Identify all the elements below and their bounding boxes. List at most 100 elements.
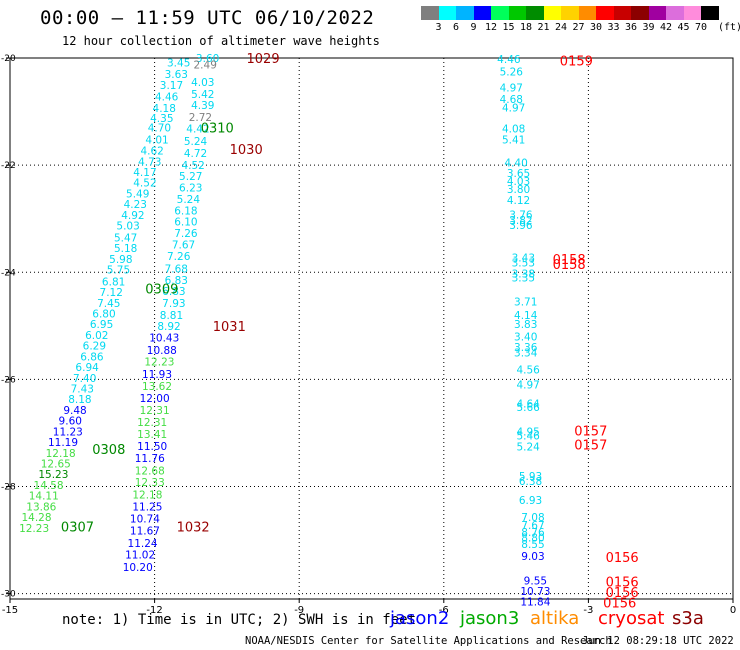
plot-frame: [9, 57, 734, 600]
wave-height-value: 8.92: [157, 321, 180, 333]
wave-height-value: 4.62: [140, 146, 163, 158]
wave-height-value: 6.10: [174, 216, 197, 228]
wave-height-value: 8.80: [521, 532, 544, 544]
wave-height-value: 4.40: [504, 157, 527, 169]
color-scale-labels: 3 6 9 12 15 18 21 24 27 30 33 36 39 42 45 70: [421, 22, 740, 36]
legend-label: 45: [677, 22, 690, 33]
footer-note: note: 1) Time is in UTC; 2) SWH is in fe…: [62, 612, 417, 628]
wave-height-value: 8.76: [521, 527, 545, 539]
x-tick-label: -15: [2, 605, 18, 616]
satellite-altika: altika: [530, 608, 580, 629]
legend-label: 27: [572, 22, 585, 33]
wave-height-value: 5.27: [179, 171, 202, 183]
wave-height-value: 7.43: [71, 383, 94, 395]
legend-label: 42: [659, 22, 673, 33]
wave-height-value: 7.45: [97, 298, 120, 310]
wave-height-value: 5.41: [502, 134, 525, 146]
wave-height-value: 7.40: [73, 373, 96, 385]
legend-label: 33: [607, 22, 620, 33]
legend-swatch: [683, 6, 701, 20]
wave-height-value: 3.80: [507, 184, 530, 196]
wave-height-value: 8.81: [160, 310, 183, 322]
pass-time-label: 0157: [574, 439, 607, 454]
legend-label: 12: [484, 22, 498, 33]
wave-height-value: 5.24: [184, 136, 208, 148]
legend-label: 18: [519, 22, 533, 33]
legend-swatch: [631, 6, 649, 20]
pass-time-label: 0156: [606, 551, 639, 566]
wave-height-value: 6.38: [519, 476, 542, 488]
legend-swatch: [701, 6, 719, 20]
wave-height-value: 3.82: [509, 215, 532, 227]
wave-height-value: 4.17: [133, 167, 156, 179]
wave-height-value: 11.23: [53, 426, 83, 438]
legend-label: 3: [435, 22, 442, 33]
wave-height-value: 4.52: [133, 177, 156, 189]
wave-height-value: 8.18: [68, 394, 91, 406]
wave-height-value: 10.20: [123, 562, 153, 574]
y-tick-label: -22: [1, 161, 16, 171]
wave-height-value: 3.43: [512, 252, 535, 264]
legend-swatch: [561, 6, 579, 20]
legend-label: 30: [589, 22, 603, 33]
satellite-cryosat: cryosat: [598, 608, 665, 629]
wave-height-value: 6.86: [80, 351, 104, 363]
pass-time-label: 1030: [230, 143, 263, 158]
legend-unit: (ft): [718, 22, 740, 33]
y-tick-label: -20: [1, 54, 16, 64]
wave-height-value: 12.65: [41, 458, 71, 470]
wave-height-value: 5.42: [191, 89, 214, 101]
pass-time-label: 0156: [603, 597, 636, 612]
wave-height-value: 5.66: [516, 402, 540, 414]
legend-label: 70: [694, 22, 708, 33]
legend-swatch: [438, 6, 456, 20]
pass-time-label: 1029: [247, 52, 280, 67]
pass-time-label: 0156: [606, 575, 639, 590]
wave-height-value: 6.81: [102, 276, 125, 288]
legend-swatch: [578, 6, 596, 20]
wave-height-value: 12.68: [135, 465, 165, 477]
wave-height-value: 11.76: [135, 453, 165, 465]
wave-height-value: 11.84: [520, 597, 550, 609]
wave-height-value: 9.03: [521, 551, 544, 563]
wave-height-value: 3.53: [512, 258, 535, 270]
legend-label: 39: [642, 22, 655, 33]
pass-time-label: 0156: [606, 586, 639, 601]
wave-height-value: 12.18: [132, 490, 162, 502]
wave-height-value: 14.28: [21, 512, 51, 524]
wave-height-value: 4.70: [148, 123, 171, 135]
wave-height-value: 11.50: [137, 441, 167, 453]
wave-height-value: 3.34: [514, 348, 538, 360]
wave-height-value: 7.67: [172, 239, 195, 251]
wave-height-value: 6.80: [92, 309, 115, 321]
wave-height-value: 4.14: [514, 310, 538, 322]
legend-swatch: [473, 6, 491, 20]
chart-title: 00:00 — 11:59 UTC 06/10/2022: [40, 7, 375, 29]
wave-height-value: 4.97: [516, 380, 539, 392]
wave-height-value: 11.19: [48, 437, 78, 449]
wave-height-value: 7.26: [174, 228, 198, 240]
wave-height-value: 5.98: [109, 254, 132, 266]
satellite-jason3: jason3: [460, 608, 520, 629]
wave-height-value: 4.18: [153, 103, 176, 115]
y-tick-label: -30: [1, 590, 16, 600]
wave-height-value: 7.93: [162, 298, 185, 310]
pass-time-label: 0157: [574, 424, 607, 439]
wave-height-value: 3.65: [507, 168, 530, 180]
wave-height-value: 3.76: [509, 209, 533, 221]
wave-height-value: 5.03: [116, 221, 139, 233]
pass-time-label: 0158: [553, 258, 586, 273]
legend-swatch: [421, 6, 439, 20]
wave-height-value: 4.03: [191, 77, 214, 89]
wave-height-value: 11.02: [125, 550, 155, 562]
pass-time-label: 1031: [213, 320, 246, 335]
wave-height-value: 11.24: [128, 538, 158, 550]
pass-time-label: 0308: [92, 443, 125, 458]
wave-height-value: 12.31: [140, 405, 170, 417]
wave-height-value: 10.88: [147, 345, 177, 357]
wave-height-value: 5.24: [516, 441, 540, 453]
wave-height-value: 14.11: [29, 491, 59, 503]
legend-swatch: [456, 6, 474, 20]
wave-height-value: 6.29: [83, 341, 106, 353]
